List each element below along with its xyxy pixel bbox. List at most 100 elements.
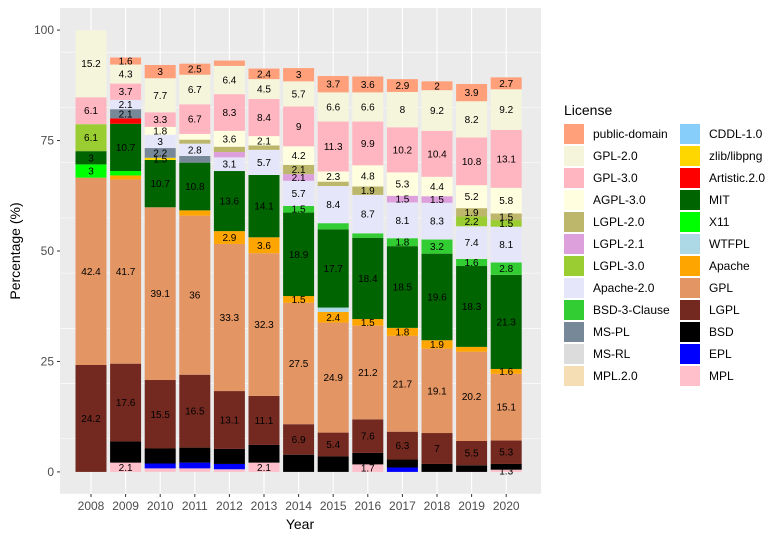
data-label: 8.7 (361, 210, 375, 221)
data-label: 6.1 (84, 106, 98, 117)
legend-key-agpl-3-0 (564, 190, 584, 210)
legend-label-apache-2-0: Apache-2.0 (593, 281, 655, 295)
data-label: 19.6 (427, 292, 447, 303)
data-label: 11.3 (324, 142, 343, 153)
bar-segment-bsd-2014 (283, 454, 315, 472)
data-label: 2.1 (119, 463, 133, 474)
bar-segment-public-domain-2019 (456, 83, 488, 102)
segment-labels: 24.242.4336.16.115.22.117.641.710.72.12.… (81, 57, 516, 478)
data-label: 21.7 (393, 379, 413, 390)
data-label: 39.1 (150, 289, 170, 300)
bar-segment-gpl-2018 (421, 348, 453, 434)
legend-label-apache: Apache (709, 259, 750, 273)
legend-title: License (564, 102, 612, 118)
legend-label-gpl-2-0: GPL-2.0 (593, 149, 638, 163)
bar-segment-mpl-2020 (490, 469, 522, 472)
bar-segment-gpl-3-0-2012 (213, 94, 245, 131)
bar-segment-bsd-3-clause-2016 (352, 233, 384, 238)
bar-segment-bsd-3-clause-2015 (317, 223, 349, 230)
data-label: 3.7 (326, 80, 340, 91)
data-label: 5.4 (326, 440, 340, 451)
bar-segment-apache-2009 (110, 175, 142, 180)
data-label: 2.1 (292, 173, 306, 184)
legend-key-artistic-2-0 (680, 168, 700, 188)
data-label: 8 (400, 105, 406, 116)
bar-segment-gpl-2-0-2015 (317, 92, 349, 122)
data-label: 8.1 (499, 240, 513, 251)
x-tick-label: 2011 (182, 499, 208, 513)
data-label: 24.2 (81, 414, 101, 425)
bar-segment-agpl-3-0-2020 (490, 187, 522, 214)
bar-segment-apache-2013 (248, 237, 280, 254)
legend-key-ms-rl (564, 344, 584, 364)
legend-label-bsd: BSD (709, 325, 734, 339)
bar-segment-gpl-2-0-2016 (352, 92, 384, 122)
legend-label-epl: EPL (709, 347, 732, 361)
bar-segment-gpl-2-0-2011 (179, 74, 211, 105)
bar-segment-lgpl-3-0-2020 (490, 220, 522, 227)
bar-segment-mit-2019 (456, 266, 488, 347)
data-label: 8.4 (257, 113, 271, 124)
legend-label-lgpl-2-0: LGPL-2.0 (593, 215, 645, 229)
data-label: 13.6 (220, 197, 240, 208)
data-label: 6.1 (84, 133, 98, 144)
data-label: 2.2 (153, 148, 167, 159)
data-label: 10.2 (393, 145, 413, 156)
data-label: 11.1 (255, 416, 274, 427)
bar-segment-gpl-2-0-2020 (490, 89, 522, 130)
bar-segment-agpl-3-0-2015 (317, 171, 349, 182)
data-label: 5.7 (257, 158, 271, 169)
bar-segment-public-domain-2015 (317, 76, 349, 93)
bar-segment-lgpl-2-0-2015 (317, 181, 349, 187)
bar-segment-bsd-3-clause-2017 (386, 238, 418, 247)
bar-segment-lgpl-2-0-2014 (283, 164, 315, 175)
data-label: 3.2 (430, 242, 444, 253)
bar-segment-agpl-3-0-2017 (386, 172, 418, 196)
y-tick-label: 0 (47, 465, 54, 479)
bar-segment-gpl-2-0-2009 (110, 64, 142, 84)
data-label: 42.4 (81, 267, 101, 278)
bar-segment-public-domain-2018 (421, 81, 453, 91)
bar-segment-mit-2011 (179, 162, 211, 211)
data-label: 1.6 (119, 57, 133, 68)
bar-segment-ms-pl-2010 (144, 148, 176, 158)
bar-segment-gpl-2011 (179, 215, 211, 375)
data-label: 3.6 (222, 134, 236, 145)
data-label: 1.6 (499, 367, 513, 378)
x-tick-label: 2012 (216, 499, 243, 513)
data-label: 41.7 (116, 267, 136, 278)
data-label: 15.2 (81, 59, 101, 70)
bar-segment-gpl-2-0-2017 (386, 91, 418, 128)
data-label: 7.7 (153, 91, 167, 102)
bar-segment-epl-2010 (144, 463, 176, 469)
bar-segment-zlib-libpng-2010 (144, 157, 176, 160)
legend-key-apache (680, 256, 700, 276)
data-label: 3.9 (465, 88, 479, 99)
data-label: 18.5 (393, 283, 413, 294)
legend-label-ms-pl: MS-PL (593, 325, 630, 339)
bar-segment-mit-2014 (283, 212, 315, 297)
data-label: 21.3 (496, 317, 516, 328)
data-label: 2.1 (292, 165, 306, 176)
data-label: 2.7 (499, 79, 513, 90)
data-label: 2.8 (188, 145, 202, 156)
legend-label-wtfpl: WTFPL (709, 237, 750, 251)
data-label: 18.3 (462, 302, 482, 313)
data-label: 1.5 (292, 205, 306, 216)
bar-segment-apache-2015 (317, 311, 349, 323)
bar-segment-apache-2017 (386, 327, 418, 336)
data-label: 8.2 (465, 115, 479, 126)
bar-segment-bsd-2020 (490, 463, 522, 470)
bar-segment-lgpl-2-0-2013 (248, 145, 280, 150)
data-label: 10.8 (185, 182, 205, 193)
bar-segment-lgpl-2-1-2012 (213, 152, 245, 158)
y-tick-label: 25 (41, 354, 55, 368)
data-label: 1.5 (395, 195, 409, 206)
legend: License public-domain GPL-2.0 GPL-3.0 AGPL-… (564, 102, 765, 386)
bar-segment-lgpl-3-0-2019 (456, 216, 488, 227)
data-label: 1.5 (430, 195, 444, 206)
bar-segment-gpl-2-0-2019 (456, 101, 488, 138)
y-tick-label: 75 (41, 134, 55, 148)
data-label: 1.5 (361, 318, 375, 329)
bar-segment-mit-2015 (317, 229, 349, 308)
